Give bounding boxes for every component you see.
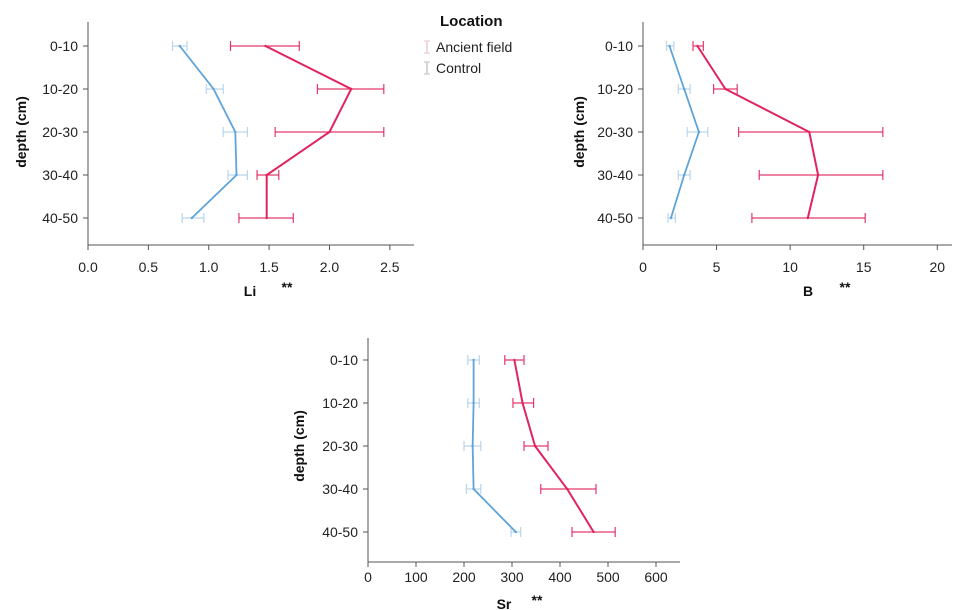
- y-tick-label: 20-30: [42, 124, 78, 140]
- x-tick-label: 1.5: [259, 259, 279, 275]
- x-tick-label: 300: [500, 569, 524, 585]
- data-point-control: [178, 44, 181, 48]
- data-point-control: [683, 173, 686, 177]
- y-tick-label: 0-10: [605, 38, 633, 54]
- data-point-control: [669, 216, 673, 220]
- y-tick-label: 0-10: [330, 352, 358, 368]
- x-tick-label: 600: [644, 569, 668, 585]
- data-point-control: [472, 487, 475, 491]
- chart-sr: 0 100 200 300 400 500 600 0-10 10-20 20-30 30-40 40…: [291, 338, 680, 610]
- data-point-ancient-field: [808, 130, 811, 134]
- data-point-ancient-field: [521, 401, 524, 405]
- y-tick-label: 0-10: [50, 38, 78, 54]
- x-axis-label: Li: [244, 283, 256, 299]
- data-point-ancient-field: [696, 44, 699, 48]
- data-point-control: [471, 444, 474, 448]
- data-point-ancient-field: [264, 44, 267, 48]
- data-point-ancient-field: [806, 216, 809, 220]
- data-point-ancient-field: [566, 487, 569, 491]
- x-axis-label: B: [803, 283, 813, 299]
- y-tick-label: 10-20: [322, 395, 358, 411]
- significance-marker: **: [532, 592, 543, 608]
- x-tick-label: 10: [782, 259, 798, 275]
- x-tick-label: 400: [548, 569, 572, 585]
- legend-title: Location: [440, 13, 503, 30]
- x-tick-label: 15: [856, 259, 872, 275]
- y-axis-label: depth (cm): [13, 96, 29, 168]
- data-point-ancient-field: [328, 130, 331, 134]
- data-point-ancient-field: [724, 87, 727, 91]
- x-tick-label: 0: [639, 259, 647, 275]
- x-tick-label: 20: [929, 259, 945, 275]
- data-point-control: [472, 401, 475, 405]
- y-tick-label: 10-20: [42, 81, 78, 97]
- x-axis-label: Sr: [497, 596, 512, 610]
- y-tick-label: 40-50: [42, 210, 78, 226]
- significance-marker: **: [282, 279, 293, 295]
- legend-label-control: Control: [436, 60, 481, 76]
- y-tick-label: 20-30: [597, 124, 633, 140]
- x-tick-label: 5: [713, 259, 721, 275]
- legend-item-control: Control: [424, 60, 481, 76]
- data-point-control: [668, 44, 671, 48]
- x-tick-label: 500: [596, 569, 620, 585]
- data-point-ancient-field: [265, 216, 268, 220]
- y-tick-label: 40-50: [597, 210, 633, 226]
- y-axis-label: depth (cm): [291, 410, 307, 482]
- y-tick-label: 20-30: [322, 438, 358, 454]
- y-tick-label: 10-20: [597, 81, 633, 97]
- data-point-control: [514, 530, 518, 534]
- x-tick-label: 1.0: [199, 259, 219, 275]
- data-point-control: [697, 130, 701, 134]
- legend-item-ancient-field: Ancient field: [424, 39, 512, 55]
- x-tick-label: 0: [364, 569, 372, 585]
- x-tick-label: 0.5: [139, 259, 159, 275]
- data-point-ancient-field: [816, 173, 820, 177]
- data-point-ancient-field: [350, 87, 353, 91]
- data-point-control: [472, 358, 475, 362]
- x-tick-label: 200: [452, 569, 476, 585]
- data-point-ancient-field: [265, 173, 268, 177]
- data-point-ancient-field: [513, 358, 516, 362]
- significance-marker: **: [840, 279, 851, 295]
- y-tick-label: 30-40: [42, 167, 78, 183]
- y-tick-label: 30-40: [597, 167, 633, 183]
- data-point-control: [212, 87, 215, 91]
- data-point-control: [234, 130, 237, 134]
- x-tick-label: 2.5: [380, 259, 400, 275]
- x-tick-label: 100: [404, 569, 428, 585]
- legend-label-ancient-field: Ancient field: [436, 39, 512, 55]
- chart-li: 0.0 0.5 1.0 1.5 2.0 2.5 0-10 10-20 20-30 30-40 40-…: [13, 22, 414, 299]
- data-point-ancient-field: [533, 444, 537, 448]
- data-point-control: [190, 216, 194, 220]
- x-tick-label: 0.0: [78, 259, 98, 275]
- data-point-control: [683, 87, 686, 91]
- data-point-ancient-field: [592, 530, 595, 534]
- y-tick-label: 30-40: [322, 481, 358, 497]
- y-tick-label: 40-50: [322, 524, 358, 540]
- legend: Location Ancient field Control: [424, 13, 512, 76]
- chart-b: 0 5 10 15 20 0-10 10-20 20-30 30-40 40-50 depth (c…: [571, 22, 952, 299]
- data-point-control: [235, 173, 238, 177]
- y-axis-label: depth (cm): [571, 96, 587, 168]
- x-tick-label: 2.0: [320, 259, 340, 275]
